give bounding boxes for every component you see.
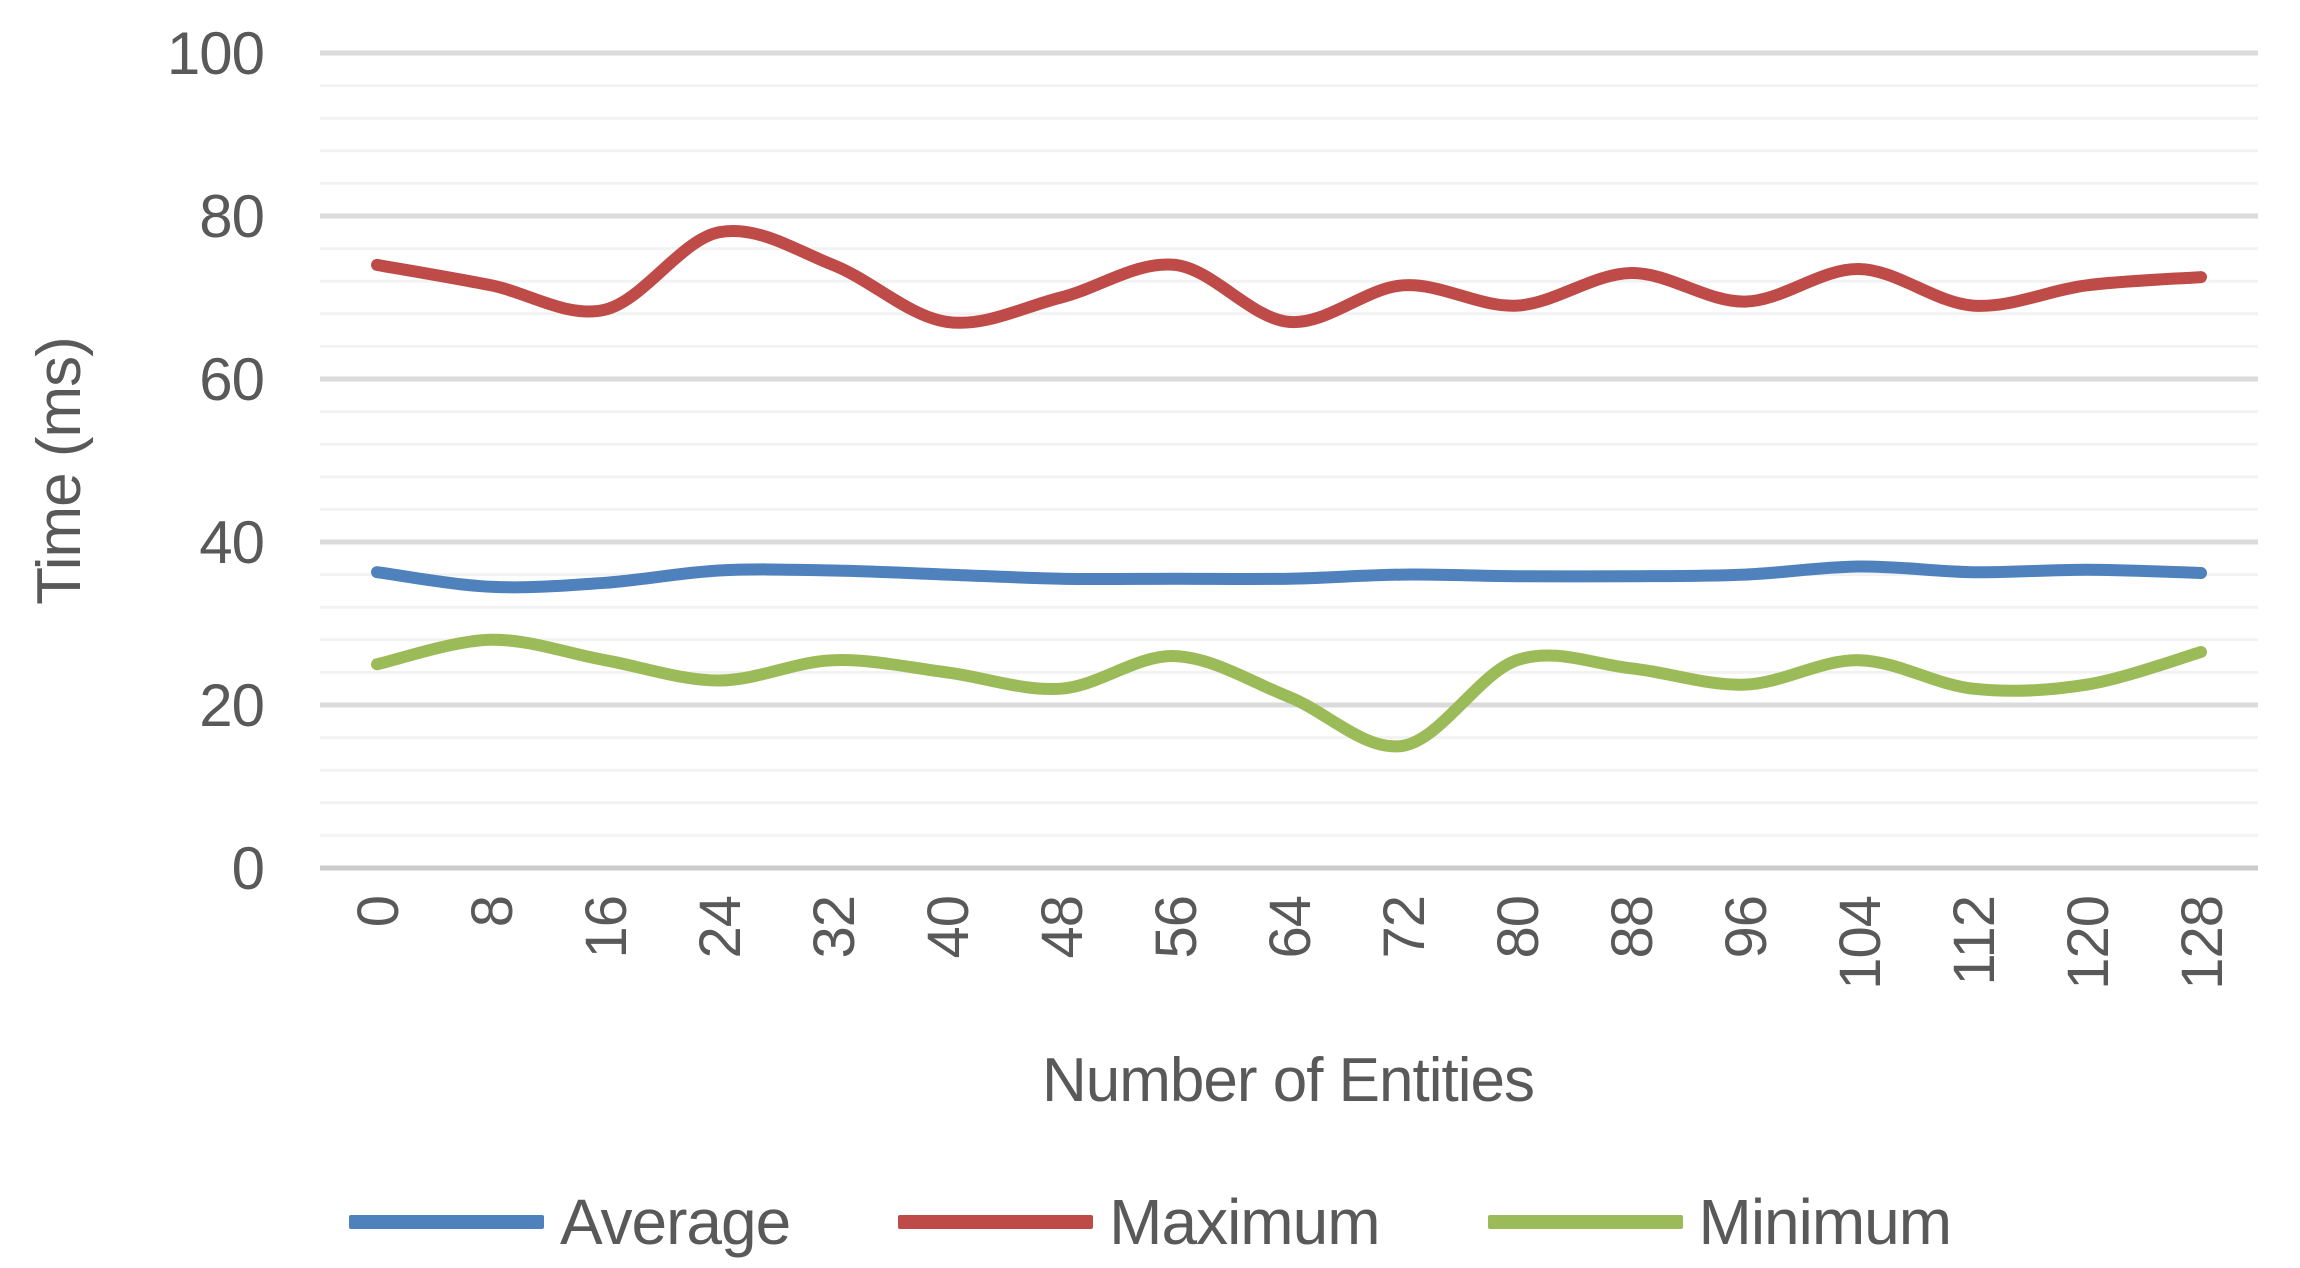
legend-label-maximum: Maximum [1109, 1186, 1380, 1258]
x-tick-label: 112 [1942, 896, 2007, 985]
x-tick-label: 128 [2170, 896, 2235, 990]
x-tick-label: 88 [1600, 896, 1665, 959]
x-axis-title: Number of Entities [1042, 1046, 1535, 1115]
legend-label-minimum: Minimum [1698, 1186, 1953, 1258]
y-tick-label: 60 [199, 346, 264, 413]
x-tick-label: 16 [574, 896, 639, 959]
x-tick-label: 80 [1486, 896, 1551, 959]
x-tick-label: 72 [1372, 896, 1437, 959]
y-tick-label: 40 [199, 509, 264, 576]
x-tick-label: 48 [1030, 896, 1095, 959]
y-axis-title: Time (ms) [25, 337, 94, 605]
y-tick-label: 20 [199, 672, 264, 739]
y-tick-label: 100 [167, 20, 264, 87]
legend-swatch-average [348, 1215, 544, 1229]
series-line-average [371, 560, 2207, 594]
y-tick-label: 0 [232, 835, 264, 902]
legend-swatch-minimum [1487, 1215, 1683, 1229]
legend-label-average: Average [559, 1186, 791, 1258]
series-line-minimum [371, 633, 2207, 753]
legend-swatch-maximum [898, 1215, 1094, 1229]
x-tick-label: 96 [1714, 896, 1779, 959]
legend-item-maximum: Maximum [898, 1185, 1381, 1259]
x-tick-label: 40 [916, 896, 981, 959]
x-tick-label: 0 [346, 896, 411, 927]
x-tick-label: 24 [688, 896, 753, 959]
x-tick-label: 32 [802, 896, 867, 959]
x-tick-label: 56 [1144, 896, 1209, 959]
y-tick-label: 80 [199, 183, 264, 250]
legend: Average Maximum Minimum [0, 1182, 2300, 1262]
legend-item-minimum: Minimum [1487, 1185, 1953, 1259]
x-tick-label: 104 [1828, 896, 1893, 990]
x-tick-label: 8 [460, 896, 525, 927]
series-line-maximum [371, 225, 2207, 329]
legend-item-average: Average [348, 1185, 791, 1259]
x-tick-label: 120 [2056, 896, 2121, 990]
x-tick-label: 64 [1258, 896, 1323, 959]
